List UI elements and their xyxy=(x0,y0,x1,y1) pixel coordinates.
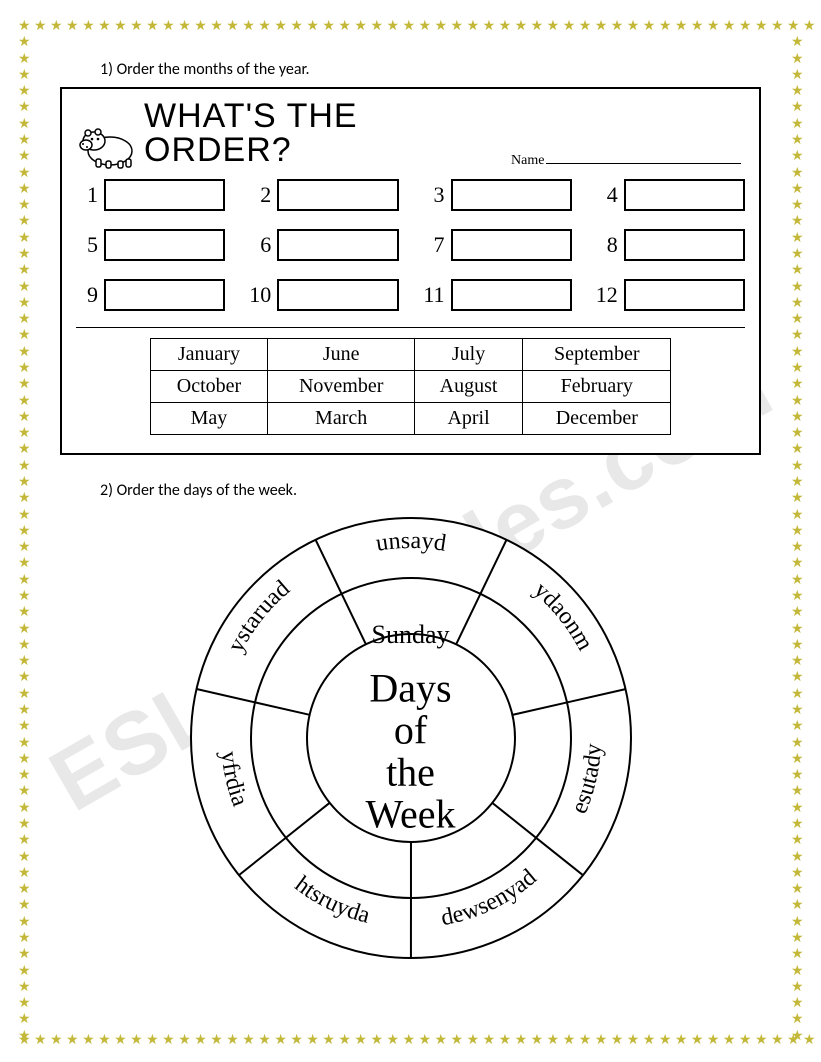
name-underline xyxy=(546,163,741,164)
month-word: August xyxy=(414,371,522,403)
month-word: June xyxy=(268,339,415,371)
month-word: July xyxy=(414,339,522,371)
month-word: March xyxy=(268,403,415,435)
month-slot-7[interactable]: 7 xyxy=(423,229,572,261)
name-label: Name xyxy=(511,153,544,169)
month-number: 9 xyxy=(76,282,98,308)
question-1-label: 1) Order the months of the year. xyxy=(100,60,761,79)
month-input-box[interactable] xyxy=(277,279,398,311)
month-word: September xyxy=(523,339,671,371)
month-input-box[interactable] xyxy=(104,229,225,261)
month-number: 1 xyxy=(76,182,98,208)
month-input-box[interactable] xyxy=(451,179,572,211)
month-word: October xyxy=(150,371,268,403)
month-input-box[interactable] xyxy=(104,279,225,311)
month-slot-4[interactable]: 4 xyxy=(596,179,745,211)
divider-line xyxy=(76,327,745,328)
month-slot-8[interactable]: 8 xyxy=(596,229,745,261)
month-number: 8 xyxy=(596,232,618,258)
month-word: February xyxy=(523,371,671,403)
month-input-box[interactable] xyxy=(624,279,745,311)
wheel-outer-word: unsayd xyxy=(374,528,448,557)
page-content: 1) Order the months of the year. xyxy=(60,60,761,1022)
month-input-box[interactable] xyxy=(277,229,398,261)
month-grid: 123456789101112 xyxy=(76,179,745,311)
table-row: OctoberNovemberAugustFebruary xyxy=(150,371,671,403)
month-input-box[interactable] xyxy=(451,279,572,311)
month-slot-2[interactable]: 2 xyxy=(249,179,398,211)
hippo-icon xyxy=(76,121,136,169)
months-word-bank: JanuaryJuneJulySeptemberOctoberNovemberA… xyxy=(150,338,672,435)
table-row: MayMarchAprilDecember xyxy=(150,403,671,435)
month-number: 5 xyxy=(76,232,98,258)
month-slot-11[interactable]: 11 xyxy=(423,279,572,311)
month-slot-6[interactable]: 6 xyxy=(249,229,398,261)
month-word: April xyxy=(414,403,522,435)
wheel-center-title: DaysoftheWeek xyxy=(316,667,506,835)
month-slot-5[interactable]: 5 xyxy=(76,229,225,261)
section-2: 2) Order the days of the week. unsaydyda… xyxy=(60,481,761,968)
month-number: 2 xyxy=(249,182,271,208)
order-title: What's the ORDER? xyxy=(144,99,503,169)
question-2-label: 2) Order the days of the week. xyxy=(100,481,761,500)
month-number: 10 xyxy=(249,282,271,308)
name-field[interactable]: Name xyxy=(511,153,741,169)
month-slot-9[interactable]: 9 xyxy=(76,279,225,311)
month-input-box[interactable] xyxy=(451,229,572,261)
days-wheel: unsaydydaonmesutadydewsenyadhtsruydayfrd… xyxy=(181,508,641,968)
month-slot-12[interactable]: 12 xyxy=(596,279,745,311)
month-number: 12 xyxy=(596,282,618,308)
month-input-box[interactable] xyxy=(104,179,225,211)
month-slot-1[interactable]: 1 xyxy=(76,179,225,211)
month-input-box[interactable] xyxy=(277,179,398,211)
month-input-box[interactable] xyxy=(624,179,745,211)
wheel-inner-answer: Sunday xyxy=(372,620,450,650)
table-row: JanuaryJuneJulySeptember xyxy=(150,339,671,371)
month-slot-10[interactable]: 10 xyxy=(249,279,398,311)
month-number: 7 xyxy=(423,232,445,258)
order-frame: What's the ORDER? Name 123456789101112 J… xyxy=(60,87,761,455)
month-word: January xyxy=(150,339,268,371)
month-word: May xyxy=(150,403,268,435)
month-input-box[interactable] xyxy=(624,229,745,261)
order-header: What's the ORDER? Name xyxy=(76,99,745,169)
month-slot-3[interactable]: 3 xyxy=(423,179,572,211)
month-number: 4 xyxy=(596,182,618,208)
month-word: November xyxy=(268,371,415,403)
month-number: 6 xyxy=(249,232,271,258)
month-number: 3 xyxy=(423,182,445,208)
month-number: 11 xyxy=(423,282,445,308)
month-word: December xyxy=(523,403,671,435)
